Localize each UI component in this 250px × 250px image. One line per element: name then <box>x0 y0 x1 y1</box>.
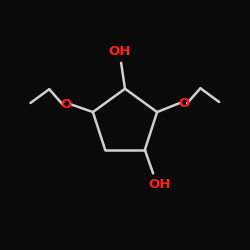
Text: OH: OH <box>148 178 171 191</box>
Text: OH: OH <box>109 45 131 58</box>
Text: O: O <box>178 97 189 110</box>
Text: O: O <box>60 98 72 111</box>
